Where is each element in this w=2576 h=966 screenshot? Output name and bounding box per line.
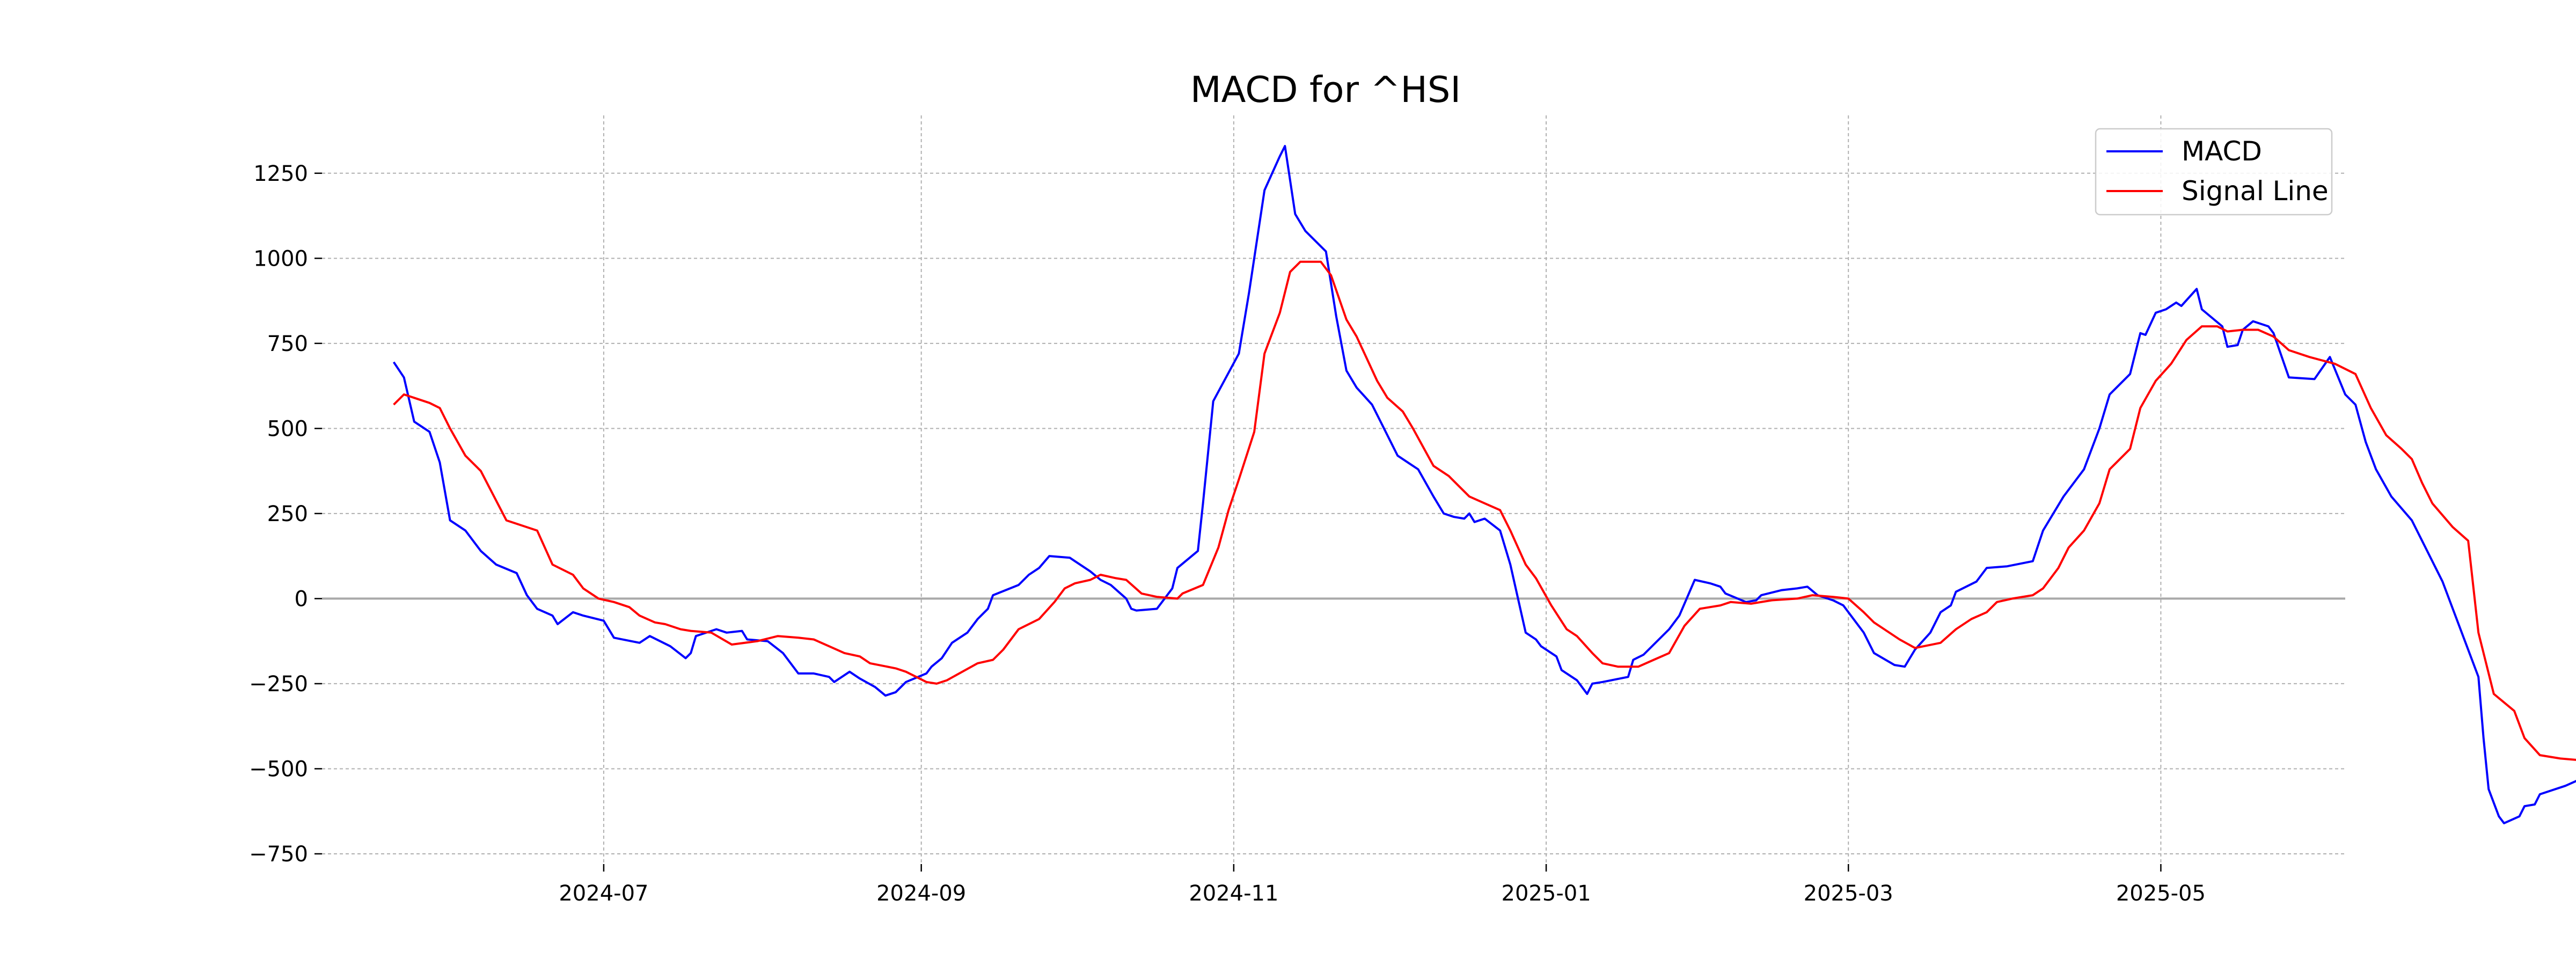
y-tick-label: 250 [267,502,308,526]
x-tick-label: 2024-07 [559,881,648,906]
y-tick-label: −250 [249,672,308,697]
x-axis: 2024-07 2024-09 2024-11 2025-01 2025-03 2025-… [559,864,2206,906]
series-lines [392,145,2576,824]
chart-title: MACD for ^HSI [1190,69,1461,111]
y-tick-label: 500 [267,416,308,441]
legend-label: Signal Line [2182,175,2329,207]
y-tick-label: 1250 [253,162,308,186]
y-tick-label: 0 [295,587,308,611]
legend-label: MACD [2182,136,2262,167]
y-tick-label: 750 [267,332,308,356]
x-tick-label: 2025-05 [2116,881,2206,906]
y-tick-label: −500 [249,757,308,781]
series-line-macd [392,145,2576,824]
x-tick-label: 2025-01 [1502,881,1591,906]
x-tick-label: 2024-11 [1189,881,1278,906]
legend: MACD Signal Line [2095,128,2333,216]
y-axis: −750 −500 −250 0 250 500 750 1000 1250 [249,162,322,867]
y-tick-label: −750 [249,842,308,867]
x-tick-label: 2024-09 [876,881,966,906]
series-line-signal-line [393,260,2576,761]
y-tick-label: 1000 [253,246,308,271]
x-tick-label: 2025-03 [1804,881,1893,906]
